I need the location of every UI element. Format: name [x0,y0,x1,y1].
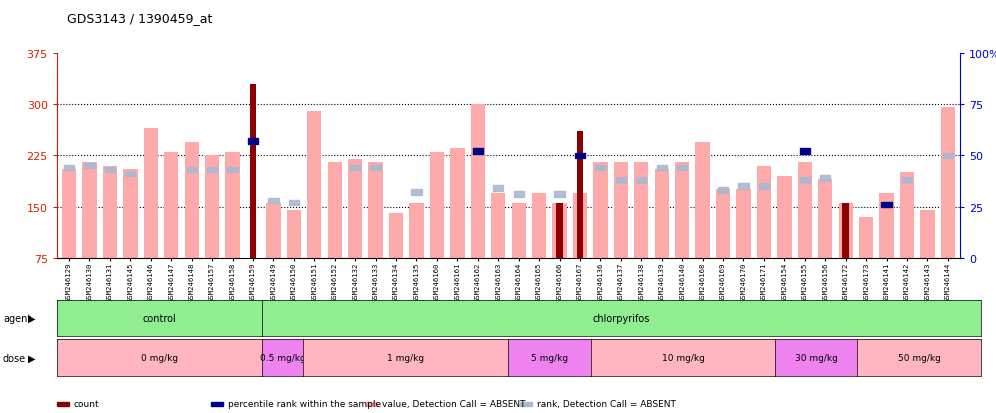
Text: control: control [142,313,176,323]
Bar [677,166,687,171]
Bar [371,166,380,171]
Bar [881,202,891,208]
Bar [941,108,955,258]
Bar [899,173,914,258]
Text: ▶: ▶ [28,313,36,323]
Bar [616,178,625,183]
Bar [83,163,97,258]
Bar [307,112,322,258]
Bar [879,193,893,258]
Bar [553,204,567,258]
Bar [227,168,238,173]
Bar [85,164,95,169]
Bar [207,168,217,173]
Bar [843,204,849,258]
Bar [736,190,751,258]
Bar [348,159,363,258]
Bar [716,190,730,258]
Bar [411,190,421,195]
Bar [634,163,648,258]
Text: value, Detection Call = ABSENT: value, Detection Call = ABSENT [382,399,526,408]
Bar [491,193,505,258]
Bar [557,204,563,258]
Bar [143,128,158,258]
Bar [105,168,115,173]
Bar [471,105,485,258]
Bar [575,153,585,159]
Bar [268,198,279,204]
Text: rank, Detection Call = ABSENT: rank, Detection Call = ABSENT [537,399,675,408]
Bar [493,186,503,191]
Bar [636,178,646,183]
Bar [555,192,565,197]
Bar [250,84,256,258]
Bar [798,163,812,258]
Bar [186,168,197,173]
Text: 5 mg/kg: 5 mg/kg [531,353,568,362]
Bar [920,211,934,258]
Bar [818,180,833,258]
Bar [473,149,483,154]
Bar [614,163,628,258]
Bar [757,166,771,258]
Bar [532,193,546,258]
Bar [656,166,667,171]
Bar [124,169,137,258]
Bar [577,132,584,258]
Bar [594,163,608,258]
Bar [266,204,281,258]
Bar [759,184,769,189]
Bar [225,152,240,258]
Text: dose: dose [3,353,26,363]
Bar [718,188,728,193]
Bar [839,204,853,258]
Bar [287,211,301,258]
Text: count: count [74,399,100,408]
Bar [388,214,403,258]
Bar [695,142,710,258]
Bar [902,178,912,183]
Bar [820,176,831,181]
Bar [205,156,219,258]
Bar [675,163,689,258]
Bar [62,169,76,258]
Bar [369,163,382,258]
Bar [409,204,423,258]
Bar [777,176,792,258]
Text: 0.5 mg/kg: 0.5 mg/kg [260,353,306,362]
Bar [800,178,810,183]
Bar [125,171,135,177]
Bar [350,166,361,171]
Bar [103,166,118,258]
Text: GDS3143 / 1390459_at: GDS3143 / 1390459_at [67,12,212,25]
Bar [184,142,199,258]
Text: agent: agent [3,313,31,323]
Text: 10 mg/kg: 10 mg/kg [661,353,704,362]
Bar [429,152,444,258]
Bar [573,193,588,258]
Bar [800,149,810,154]
Bar [450,149,464,258]
Bar [328,163,342,258]
Text: chlorpyrifos: chlorpyrifos [593,313,650,323]
Text: percentile rank within the sample: percentile rank within the sample [228,399,381,408]
Bar [943,153,953,159]
Bar [248,139,258,144]
Bar [738,184,749,189]
Text: 0 mg/kg: 0 mg/kg [140,353,178,362]
Text: ▶: ▶ [28,353,36,363]
Bar [64,166,74,171]
Bar [289,200,299,206]
Text: 30 mg/kg: 30 mg/kg [795,353,838,362]
Bar [859,217,873,258]
Text: 50 mg/kg: 50 mg/kg [897,353,940,362]
Bar [164,152,178,258]
Bar [514,192,524,197]
Bar [512,204,526,258]
Bar [596,166,606,171]
Text: 1 mg/kg: 1 mg/kg [387,353,424,362]
Bar [654,169,669,258]
